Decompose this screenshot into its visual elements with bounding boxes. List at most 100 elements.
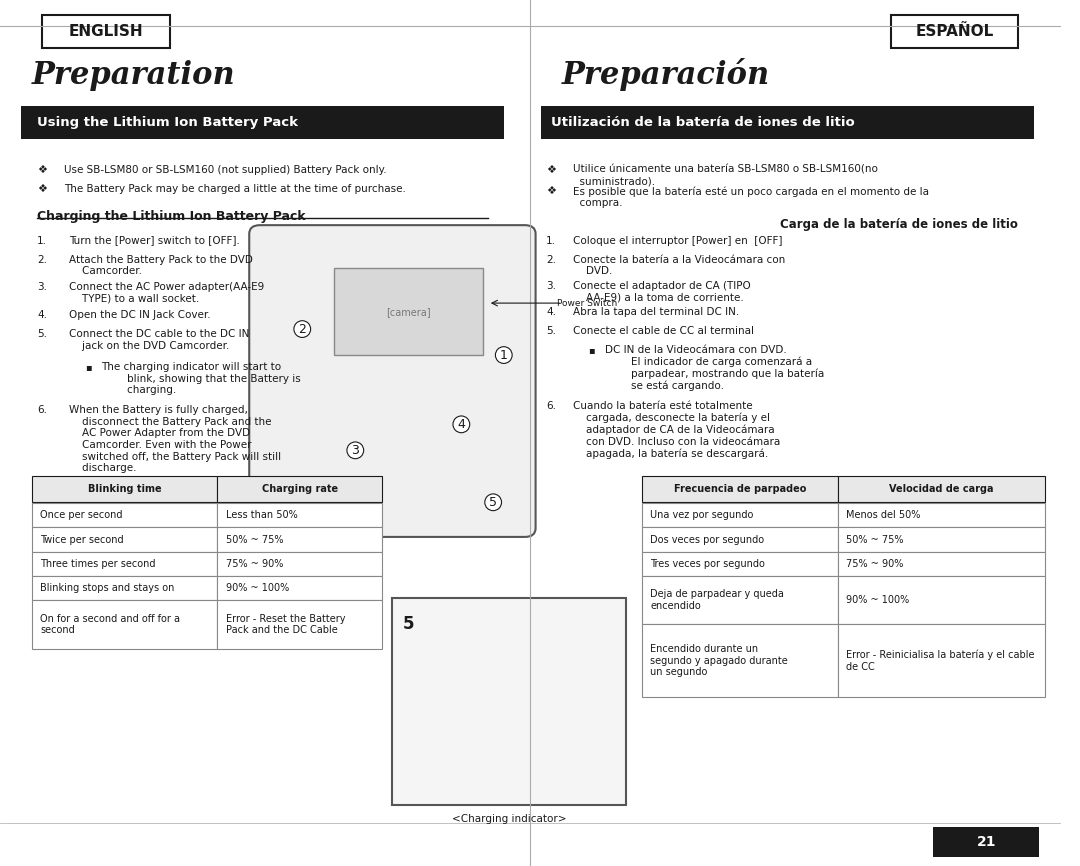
- Text: Encendido durante un
segundo y apagado durante
un segundo: Encendido durante un segundo y apagado d…: [650, 644, 788, 677]
- Text: 1: 1: [500, 348, 508, 362]
- Text: 50% ~ 75%: 50% ~ 75%: [847, 534, 904, 545]
- Text: ❖: ❖: [37, 165, 48, 175]
- Text: 3.: 3.: [546, 281, 556, 291]
- Bar: [31, 503, 217, 527]
- Bar: [217, 527, 382, 552]
- Text: Error - Reset the Battery
Pack and the DC Cable: Error - Reset the Battery Pack and the D…: [226, 614, 346, 635]
- Bar: [217, 503, 382, 527]
- Text: Una vez por segundo: Una vez por segundo: [650, 510, 754, 520]
- Bar: [838, 624, 1044, 697]
- Text: Velocidad de carga: Velocidad de carga: [889, 484, 994, 494]
- Text: 2.: 2.: [546, 255, 556, 265]
- FancyBboxPatch shape: [392, 598, 625, 805]
- Text: 4.: 4.: [37, 310, 48, 320]
- Text: Conecte el cable de CC al terminal: Conecte el cable de CC al terminal: [572, 326, 754, 336]
- Bar: [31, 552, 217, 576]
- Text: 75% ~ 90%: 75% ~ 90%: [847, 559, 904, 569]
- Text: [camera]: [camera]: [386, 307, 431, 317]
- Text: Three times per second: Three times per second: [40, 559, 156, 569]
- Text: 1.: 1.: [37, 236, 48, 246]
- Text: 2: 2: [298, 322, 307, 336]
- Text: Cuando la batería esté totalmente
    cargada, desconecte la batería y el
    ad: Cuando la batería esté totalmente cargad…: [572, 401, 780, 459]
- Bar: [217, 576, 382, 600]
- Text: DC IN de la Videocámara con DVD.
        El indicador de carga comenzará a
     : DC IN de la Videocámara con DVD. El indi…: [605, 345, 824, 391]
- Text: The charging indicator will start to
        blink, showing that the Battery is
: The charging indicator will start to bli…: [100, 362, 300, 395]
- Bar: [642, 624, 838, 697]
- Bar: [217, 600, 382, 649]
- Text: Preparación: Preparación: [562, 58, 770, 91]
- Text: 4: 4: [458, 417, 465, 431]
- Text: Power Switch: Power Switch: [557, 299, 617, 307]
- Text: Less than 50%: Less than 50%: [226, 510, 298, 520]
- Text: Twice per second: Twice per second: [40, 534, 124, 545]
- Text: Abra la tapa del terminal DC IN.: Abra la tapa del terminal DC IN.: [572, 307, 739, 317]
- FancyBboxPatch shape: [42, 15, 170, 48]
- Text: Preparation: Preparation: [31, 60, 235, 91]
- Text: Charging rate: Charging rate: [261, 484, 338, 494]
- Text: Use SB-LSM80 or SB-LSM160 (not supplied) Battery Pack only.: Use SB-LSM80 or SB-LSM160 (not supplied)…: [64, 165, 387, 175]
- Text: 6.: 6.: [37, 405, 48, 416]
- Text: Connect the AC Power adapter(AA-E9
    TYPE) to a wall socket.: Connect the AC Power adapter(AA-E9 TYPE)…: [69, 282, 265, 304]
- Text: ENGLISH: ENGLISH: [69, 23, 144, 39]
- Bar: [838, 527, 1044, 552]
- Bar: [642, 527, 838, 552]
- Bar: [642, 503, 838, 527]
- FancyBboxPatch shape: [334, 268, 483, 355]
- Text: Turn the [Power] switch to [OFF].: Turn the [Power] switch to [OFF].: [69, 236, 240, 246]
- Text: ESPAÑOL: ESPAÑOL: [916, 23, 994, 39]
- FancyBboxPatch shape: [22, 106, 503, 139]
- Bar: [31, 600, 217, 649]
- Bar: [642, 552, 838, 576]
- Bar: [31, 576, 217, 600]
- Text: <Charging indicator>: <Charging indicator>: [451, 814, 566, 824]
- FancyBboxPatch shape: [541, 106, 1034, 139]
- Text: 1.: 1.: [546, 236, 556, 246]
- Text: 90% ~ 100%: 90% ~ 100%: [226, 583, 289, 593]
- Text: Carga de la batería de iones de litio: Carga de la batería de iones de litio: [780, 218, 1017, 231]
- Text: Menos del 50%: Menos del 50%: [847, 510, 921, 520]
- Text: 90% ~ 100%: 90% ~ 100%: [847, 595, 909, 605]
- Text: 75% ~ 90%: 75% ~ 90%: [226, 559, 283, 569]
- Bar: [838, 576, 1044, 624]
- Bar: [838, 552, 1044, 576]
- Text: ❖: ❖: [37, 184, 48, 194]
- Text: 2.: 2.: [37, 255, 48, 265]
- Bar: [217, 552, 382, 576]
- Text: 21: 21: [976, 835, 996, 850]
- Text: Using the Lithium Ion Battery Pack: Using the Lithium Ion Battery Pack: [37, 115, 298, 129]
- FancyBboxPatch shape: [249, 225, 536, 537]
- Text: 4.: 4.: [546, 307, 556, 317]
- Text: Conecte el adaptador de CA (TIPO
    AA-E9) a la toma de corriente.: Conecte el adaptador de CA (TIPO AA-E9) …: [572, 281, 751, 302]
- Bar: [217, 476, 382, 502]
- Bar: [31, 527, 217, 552]
- Text: Charging the Lithium Ion Battery Pack: Charging the Lithium Ion Battery Pack: [37, 210, 306, 223]
- Text: On for a second and off for a
second: On for a second and off for a second: [40, 614, 180, 635]
- Text: 5: 5: [403, 615, 415, 633]
- Bar: [642, 576, 838, 624]
- Text: 5.: 5.: [37, 329, 48, 339]
- Text: Frecuencia de parpadeo: Frecuencia de parpadeo: [674, 484, 806, 494]
- Text: 5.: 5.: [546, 326, 556, 336]
- Text: Connect the DC cable to the DC IN
    jack on the DVD Camcorder.: Connect the DC cable to the DC IN jack o…: [69, 329, 249, 351]
- Text: The Battery Pack may be charged a little at the time of purchase.: The Battery Pack may be charged a little…: [64, 184, 405, 194]
- FancyBboxPatch shape: [891, 15, 1018, 48]
- Text: ▪: ▪: [589, 345, 595, 355]
- Bar: [642, 476, 838, 502]
- Text: 50% ~ 75%: 50% ~ 75%: [226, 534, 283, 545]
- Text: Utilización de la batería de iones de litio: Utilización de la batería de iones de li…: [552, 115, 855, 129]
- Text: Utilice únicamente una batería SB-LSM80 o SB-LSM160(no
  suministrado).: Utilice únicamente una batería SB-LSM80 …: [572, 165, 878, 186]
- Bar: [838, 503, 1044, 527]
- Text: When the Battery is fully charged,
    disconnect the Battery Pack and the
    A: When the Battery is fully charged, disco…: [69, 405, 281, 474]
- Text: Dos veces por segundo: Dos veces por segundo: [650, 534, 765, 545]
- Text: ❖: ❖: [546, 165, 556, 175]
- Bar: [838, 476, 1044, 502]
- Text: Coloque el interruptor [Power] en  [OFF]: Coloque el interruptor [Power] en [OFF]: [572, 236, 782, 246]
- Text: Es posible que la batería esté un poco cargada en el momento de la
  compra.: Es posible que la batería esté un poco c…: [572, 186, 929, 209]
- Text: ▪: ▪: [85, 362, 92, 372]
- Text: 6.: 6.: [546, 401, 556, 411]
- Text: Blinking stops and stays on: Blinking stops and stays on: [40, 583, 175, 593]
- Text: Error - Reinicialisa la batería y el cable
de CC: Error - Reinicialisa la batería y el cab…: [847, 650, 1035, 672]
- Text: 3: 3: [351, 443, 360, 457]
- Text: Attach the Battery Pack to the DVD
    Camcorder.: Attach the Battery Pack to the DVD Camco…: [69, 255, 253, 276]
- Text: 3.: 3.: [37, 282, 48, 293]
